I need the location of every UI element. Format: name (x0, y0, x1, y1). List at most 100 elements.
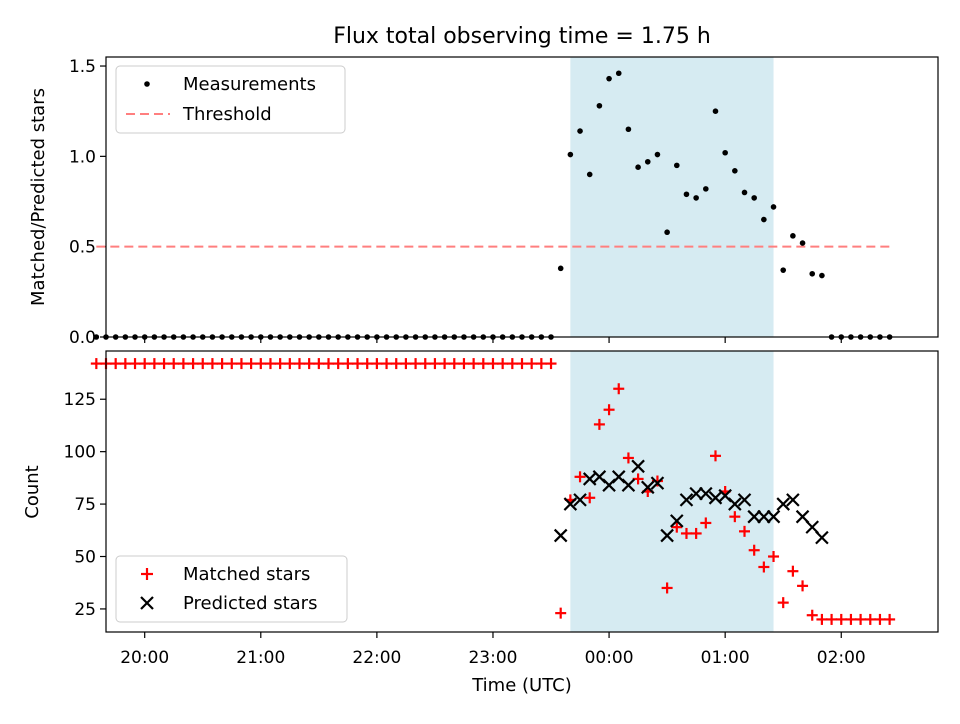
predicted-star-point (757, 509, 771, 524)
matched-star-point (680, 527, 692, 539)
measurement-points (93, 70, 893, 340)
matched-star-point (177, 358, 189, 370)
matched-star-point (758, 561, 770, 573)
measurement-point (799, 240, 806, 246)
x-axis-label: Time (UTC) (471, 675, 572, 696)
predicted-star-point (573, 493, 587, 507)
measurement-point (809, 270, 816, 277)
x-tick-label: 23:00 (468, 648, 517, 668)
measurement-point (751, 195, 757, 201)
predicted-star-point (650, 476, 665, 490)
predicted-star-point (737, 493, 752, 507)
matched-star-point (419, 358, 431, 370)
top-y-axis: 0.0 0.5 1.0 1.5 (69, 57, 106, 348)
matched-star-point (119, 358, 131, 370)
matched-star-point (787, 565, 799, 577)
top-y-axis-label: Matched/Predicted stars (28, 88, 49, 306)
measurement-point (664, 229, 670, 236)
predicted-star-point (640, 480, 655, 495)
predicted-star-point (747, 509, 761, 524)
matched-star-point (226, 358, 238, 370)
matched-star-point (245, 358, 257, 370)
matched-star-point (264, 358, 276, 370)
matched-star-point (342, 358, 354, 370)
matched-star-point (381, 358, 393, 370)
matched-star-point (797, 580, 809, 592)
predicted-star-point (776, 497, 790, 511)
measurement-point (586, 171, 593, 178)
measurement-point (654, 151, 661, 158)
matched-star-point (448, 358, 460, 370)
legend-matched-marker (141, 568, 153, 580)
predicted-star-point (728, 497, 742, 511)
matched-star-point (874, 613, 886, 625)
matched-star-point (661, 582, 673, 594)
measurement-point (712, 108, 719, 114)
measurement-point (790, 233, 796, 239)
measurement-point (577, 128, 583, 134)
matched-star-point (603, 404, 615, 416)
bottom-y-tick-label: 50 (74, 548, 96, 568)
matched-star-point (410, 358, 422, 370)
matched-star-point (274, 358, 286, 370)
matched-star-point (574, 471, 586, 483)
chart-title: Flux total observing time = 1.75 h (333, 24, 711, 49)
matched-star-point (855, 613, 867, 625)
matched-star-point (613, 383, 625, 395)
matched-star-point (729, 511, 741, 523)
top-y-tick-label: 1.5 (69, 57, 96, 77)
top-panel: 0.0 0.5 1.0 1.5 Matched/Predicted stars Mea… (28, 56, 939, 348)
x-tick-label: 00:00 (585, 648, 634, 668)
matched-star-point (535, 358, 547, 370)
matched-star-point (835, 613, 847, 625)
measurement-point (615, 70, 622, 77)
x-tick-label: 22:00 (352, 648, 401, 668)
matched-star-point (622, 452, 634, 464)
matched-star-point (148, 358, 160, 370)
matched-star-point (709, 450, 721, 462)
bottom-x-axis: 20:00 21:00 22:00 23:00 00:00 01:00 02:00 (120, 632, 866, 668)
bottom-y-tick-label: 100 (64, 443, 96, 463)
matched-star-point (806, 609, 818, 621)
predicted-star-point (795, 509, 810, 524)
matched-star-point (690, 527, 702, 539)
matched-star-point (284, 358, 296, 370)
measurement-point (741, 189, 748, 196)
matched-star-point (400, 358, 412, 370)
measurement-point (93, 334, 100, 340)
measurement-point (644, 158, 651, 165)
predicted-star-point (679, 493, 694, 507)
legend-measurements-label: Measurements (183, 74, 316, 95)
predicted-star-point (699, 486, 713, 501)
matched-star-point (816, 613, 828, 625)
matched-star-point (632, 473, 644, 485)
matched-star-point (487, 358, 499, 370)
measurement-point (770, 204, 777, 210)
matched-star-point (768, 551, 780, 563)
matched-star-point (593, 418, 605, 430)
measurement-point (635, 164, 641, 170)
matched-star-point (477, 358, 489, 370)
x-tick-label: 01:00 (701, 648, 750, 668)
predicted-star-point (766, 509, 781, 524)
legend-threshold-label: Threshold (182, 104, 272, 125)
matched-star-point (187, 358, 199, 370)
bottom-panel: 25 50 75 100 125 20:00 21:00 22:00 23:00 00:00 01… (22, 350, 939, 696)
measurement-point (780, 267, 787, 273)
x-tick-label: 20:00 (120, 648, 169, 668)
measurement-point (693, 195, 699, 201)
measurement-point (567, 151, 574, 158)
measurement-point (606, 75, 612, 82)
bottom-legend-frame (115, 555, 348, 623)
matched-star-point (168, 358, 180, 370)
legend-measurements-marker (144, 81, 150, 87)
predicted-star-point (553, 528, 568, 543)
matched-star-point (361, 358, 373, 370)
matched-star-point (748, 544, 760, 556)
bottom-y-tick-label: 25 (74, 600, 96, 620)
matched-star-point (332, 358, 344, 370)
measurement-point (722, 149, 728, 156)
predicted-star-point (631, 459, 645, 474)
matched-star-point (884, 613, 896, 625)
matched-star-point (584, 492, 596, 504)
